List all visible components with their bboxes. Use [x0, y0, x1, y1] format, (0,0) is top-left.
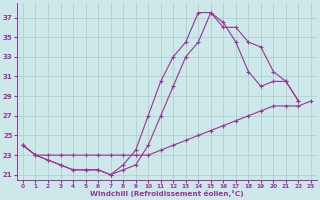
X-axis label: Windchill (Refroidissement éolien,°C): Windchill (Refroidissement éolien,°C) [90, 190, 244, 197]
